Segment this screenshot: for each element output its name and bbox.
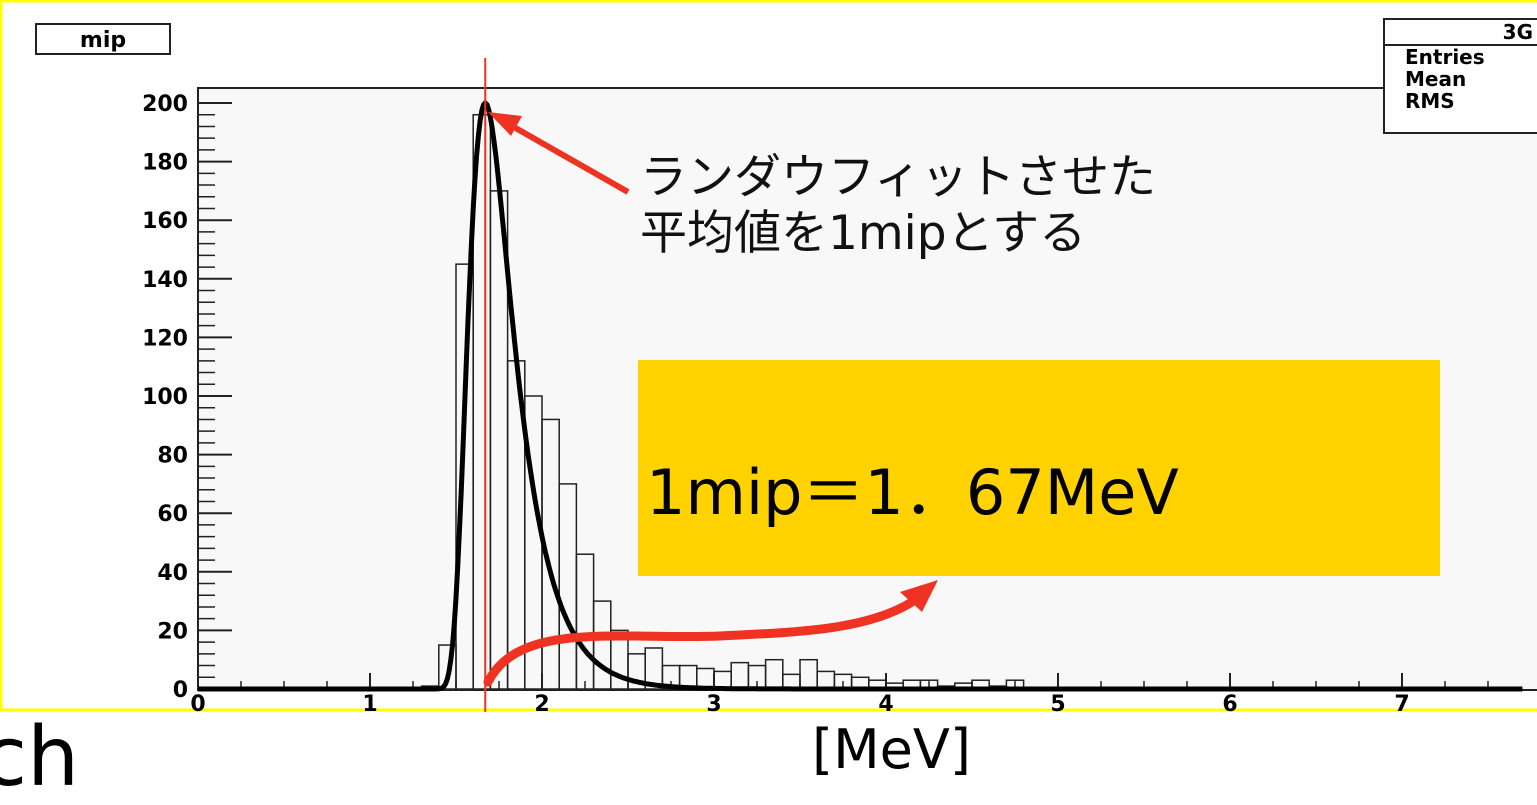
x-tick-label: 7	[1394, 692, 1409, 712]
x-tick-label: 5	[1050, 692, 1065, 712]
landau-note: ランダウフィットさせた 平均値を1mipとする	[640, 150, 1254, 262]
title-box: mip	[35, 23, 171, 55]
y-tick-label: 180	[142, 151, 188, 176]
arrow-to-peak	[503, 119, 630, 195]
histogram-chart: 0 20 40 60 80 100 120 140 160 180 200 0 1 2 3 4 5 6 7 mip	[0, 0, 1537, 712]
y-tick-label: 40	[157, 561, 188, 586]
x-tick-label: 6	[1222, 692, 1237, 712]
y-tick-label: 20	[157, 619, 188, 644]
y-tick-label: 200	[142, 92, 188, 117]
y-tick-label: 100	[142, 385, 188, 410]
chart-title: mip	[80, 28, 126, 53]
stats-box: 3G Entries Mean RMS	[1383, 18, 1537, 134]
x-tick-label: 0	[190, 692, 205, 712]
landau-note-line2: 平均値を1mipとする	[640, 206, 1087, 261]
fit-curve	[198, 99, 1523, 692]
x-tick-label: 4	[878, 692, 893, 712]
landau-note-line1: ランダウフィットさせた	[640, 150, 1157, 205]
y-tick-label: 160	[142, 209, 188, 234]
stats-rms-label: RMS	[1405, 89, 1455, 113]
arrow-to-peak-head	[488, 112, 522, 136]
arrow-to-result-head	[900, 580, 938, 612]
result-box: 1mip＝1．67MeV	[638, 360, 1440, 576]
y-tick-label: 140	[142, 268, 188, 293]
axes: 0 20 40 60 80 100 120 140 160 180 200 0 1 2 3 4 5 6 7	[142, 92, 1489, 712]
edge-text: ch	[0, 710, 80, 805]
stats-entries-label: Entries	[1405, 45, 1485, 69]
x-tick-label: 2	[534, 692, 549, 712]
y-tick-label: 0	[173, 678, 188, 703]
x-tick-label: 1	[362, 692, 377, 712]
y-tick-label: 80	[157, 444, 188, 469]
annotation-arrows	[483, 112, 938, 687]
x-unit-label: [MeV]	[812, 718, 971, 781]
y-tick-label: 60	[157, 502, 188, 527]
x-tick-label: 3	[706, 692, 721, 712]
result-text: 1mip＝1．67MeV	[646, 456, 1179, 529]
stats-title: 3G	[1385, 20, 1537, 46]
arrow-to-result	[483, 595, 920, 687]
chart-frame-border	[0, 0, 1537, 712]
stats-mean-label: Mean	[1405, 67, 1467, 91]
y-tick-label: 120	[142, 326, 188, 351]
